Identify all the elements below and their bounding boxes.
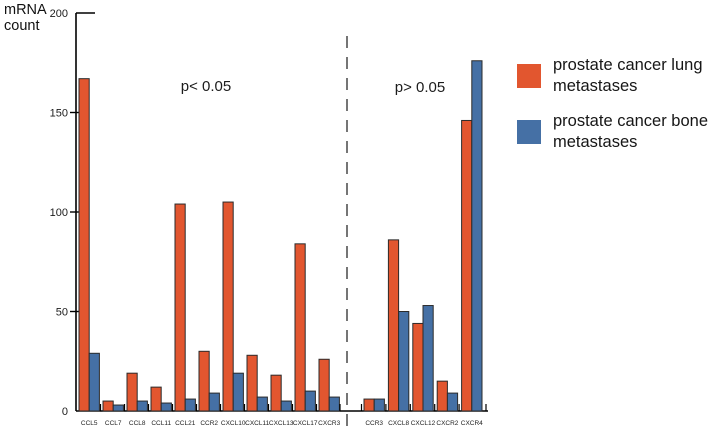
- bar-CXCR4-bone: [471, 60, 483, 412]
- bar-CXCL8-bone: [398, 311, 410, 412]
- significance-label-right: p> 0.05: [394, 79, 446, 96]
- x-axis-label-CCL8: CCL8: [129, 420, 146, 427]
- legend-item-bone: prostate cancer bone metastases: [517, 111, 713, 153]
- bar-CXCR3-bone: [328, 396, 340, 412]
- y-axis-tick-label: 200: [50, 8, 68, 20]
- x-axis-label-CCR3: CCR3: [365, 420, 383, 427]
- y-axis-tick-label: 50: [56, 307, 68, 319]
- legend: prostate cancer lung metastases prostate…: [517, 55, 713, 167]
- bar-CCL5-lung: [78, 78, 90, 412]
- legend-label-lung: prostate cancer lung metastases: [553, 56, 703, 96]
- bar-CXCR3-lung: [318, 358, 330, 412]
- x-axis-label-CXCR2: CXCR2: [436, 420, 458, 427]
- bar-CXCL11-bone: [256, 396, 268, 412]
- bar-CXCL10-lung: [222, 201, 234, 412]
- x-axis-label-CXCL13: CXCL13: [269, 420, 294, 427]
- bar-CCR3-bone: [373, 398, 385, 412]
- bar-CXCR2-lung: [436, 380, 448, 412]
- bar-CCL7-lung: [102, 400, 114, 412]
- bar-CCL21-bone: [184, 398, 196, 412]
- x-axis-label-CCR2: CCR2: [200, 420, 218, 427]
- bar-CCR3-lung: [363, 398, 375, 412]
- x-axis-label-CXCR3: CXCR3: [318, 420, 340, 427]
- bar-CXCL12-lung: [412, 322, 424, 412]
- x-axis-label-CXCR4: CXCR4: [461, 420, 483, 427]
- bar-CXCL10-bone: [232, 372, 244, 412]
- x-axis-label-CXCL8: CXCL8: [388, 420, 409, 427]
- bar-CCR2-bone: [208, 392, 220, 412]
- bar-CCL5-bone: [88, 352, 100, 412]
- x-axis-label-CCL21: CCL21: [175, 420, 196, 427]
- bar-CXCL17-lung: [294, 243, 306, 412]
- legend-item-lung: prostate cancer lung metastases: [517, 55, 713, 97]
- bar-CXCL8-lung: [387, 239, 400, 412]
- x-axis-label-CCL7: CCL7: [105, 420, 122, 427]
- significance-label-left: p< 0.05: [180, 78, 232, 95]
- y-axis-tick-label: 0: [62, 406, 68, 418]
- bar-CCL7-bone: [112, 404, 124, 412]
- bar-CCL8-bone: [136, 400, 148, 412]
- bar-CCR2-lung: [198, 350, 210, 412]
- legend-swatch-lung-icon: [517, 64, 541, 89]
- x-axis-label-CXCL10: CXCL10: [221, 420, 246, 427]
- bar-CXCL13-lung: [270, 374, 282, 412]
- bar-CXCL13-bone: [280, 400, 292, 412]
- x-axis-label-CCL5: CCL5: [81, 420, 98, 427]
- legend-label-bone: prostate cancer bone metastases: [553, 112, 709, 152]
- x-axis-label-CXCL17: CXCL17: [293, 420, 318, 427]
- y-axis-tick-label: 150: [50, 108, 68, 120]
- bar-CCL8-lung: [126, 372, 138, 412]
- bar-CXCL12-bone: [422, 305, 434, 412]
- bar-CCL21-lung: [174, 203, 186, 412]
- bar-CCL11-bone: [160, 402, 172, 412]
- bar-CXCR2-bone: [446, 392, 459, 412]
- bar-CXCR4-lung: [461, 119, 473, 412]
- x-axis-label-CXCL11: CXCL11: [245, 420, 269, 427]
- x-axis-label-CCL11: CCL11: [151, 420, 171, 427]
- legend-swatch-bone-icon: [517, 120, 541, 145]
- bar-CCL11-lung: [150, 386, 162, 412]
- bar-CXCL17-bone: [304, 390, 316, 412]
- y-axis-title: mRNA count: [4, 2, 46, 35]
- bar-CXCL11-lung: [246, 354, 258, 412]
- y-axis-tick-label: 100: [50, 207, 68, 219]
- x-axis-label-CXCL12: CXCL12: [411, 420, 436, 427]
